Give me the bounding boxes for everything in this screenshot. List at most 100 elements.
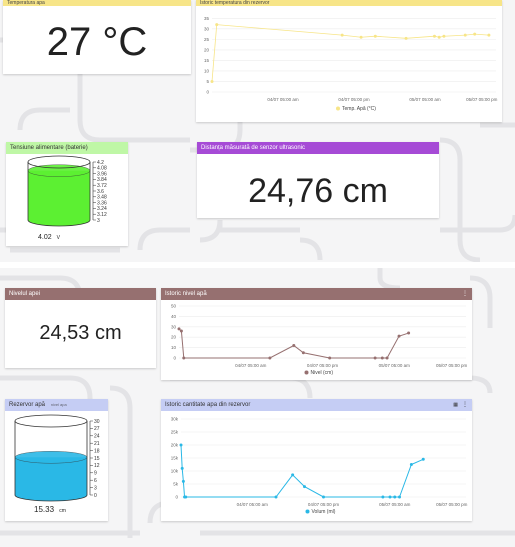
water-level-header: Nivelul apei bbox=[5, 288, 156, 300]
y-tick-label: 5 bbox=[206, 79, 209, 84]
water-level-value: 24,53 cm bbox=[39, 322, 122, 344]
scale-label: 0 bbox=[94, 493, 97, 499]
data-point bbox=[385, 356, 389, 360]
scale-label: 12 bbox=[94, 463, 100, 469]
legend-label: Temp. Apă (°C) bbox=[342, 106, 376, 112]
y-tick-label: 35 bbox=[204, 16, 210, 21]
distance-card: Distanța măsurată de senzor ultrasonic 2… bbox=[197, 142, 439, 218]
data-point bbox=[184, 495, 188, 499]
reservoir-value: 15.33 bbox=[34, 505, 55, 514]
data-point bbox=[268, 356, 272, 360]
y-tick-label: 0 bbox=[175, 495, 178, 500]
scale-label: 21 bbox=[94, 441, 100, 447]
data-point bbox=[407, 331, 411, 335]
tank-rim bbox=[14, 414, 88, 428]
x-tick-label: 04/07 05:00 am bbox=[235, 363, 267, 368]
reservoir-title: Rezervor apă bbox=[9, 402, 46, 408]
tank-fill bbox=[15, 457, 87, 501]
data-point bbox=[437, 35, 441, 39]
y-tick-label: 25 bbox=[204, 37, 210, 42]
scale-label: 15 bbox=[94, 456, 100, 462]
data-point bbox=[409, 463, 413, 466]
battery-value: 4.02 bbox=[38, 234, 52, 241]
tank-rim bbox=[27, 155, 91, 169]
temperature-history-header: Istoric temperatura din rezervor bbox=[196, 0, 502, 6]
x-tick-label: 04/07 05:00 pm bbox=[338, 97, 370, 102]
legend-label: Nivel (cm) bbox=[311, 370, 334, 376]
data-point bbox=[180, 466, 184, 470]
y-tick-label: 5k bbox=[173, 482, 179, 487]
scale-label: 3.12 bbox=[97, 212, 107, 218]
more-options-icon[interactable]: ⋮ bbox=[462, 291, 468, 297]
legend-label: Volum (ml) bbox=[312, 509, 336, 515]
data-point bbox=[388, 495, 392, 499]
data-point bbox=[432, 34, 436, 38]
data-point bbox=[181, 479, 185, 483]
legend-swatch bbox=[304, 370, 309, 375]
volume-history-card: Istoric cantitate apa din rezervor ▦ ⋮ 0… bbox=[161, 399, 472, 521]
more-options-icon[interactable]: ⋮ bbox=[462, 402, 468, 408]
calendar-icon[interactable]: ▦ bbox=[453, 402, 458, 408]
data-point bbox=[210, 79, 214, 83]
temperature-line-chart: 0 5 10 15 20 25 30 35 04/07 05:00 am 04/07 05:00 … bbox=[204, 16, 498, 112]
reservoir-subtitle: nivel apa bbox=[50, 402, 67, 407]
data-point bbox=[182, 356, 186, 360]
data-point bbox=[291, 473, 295, 477]
battery-unit: V bbox=[56, 235, 60, 241]
reservoir-header: Rezervor apă nivel apa bbox=[5, 399, 108, 411]
temperature-card: Temperatura apa 27 °C bbox=[3, 0, 191, 74]
data-point bbox=[421, 457, 425, 461]
scale-label: 3.24 bbox=[97, 206, 107, 212]
level-history-header: Istoric nivel apă ⋮ bbox=[161, 288, 472, 300]
y-tick-label: 10k bbox=[171, 469, 179, 474]
data-point bbox=[328, 356, 332, 360]
reservoir-card: Rezervor apă nivel apa 30 27 24 21 18 15 12 9 6 3… bbox=[5, 399, 108, 521]
scale-label: 3 bbox=[94, 485, 97, 491]
data-point bbox=[463, 33, 467, 37]
water-level-card: Nivelul apei 24,53 cm bbox=[5, 288, 156, 368]
data-point bbox=[322, 495, 325, 499]
y-tick-label: 20 bbox=[204, 47, 210, 52]
scale-label: 3 bbox=[97, 218, 100, 224]
scale-label: 3.72 bbox=[97, 183, 107, 189]
x-tick-label: 04/07 05:00 am bbox=[237, 502, 269, 507]
data-point bbox=[397, 334, 401, 338]
y-tick-label: 30k bbox=[171, 417, 179, 422]
data-point bbox=[292, 344, 296, 348]
scale-label: 4.08 bbox=[97, 166, 107, 172]
y-tick-label: 15 bbox=[204, 58, 210, 63]
level-line-chart: 0 10 20 30 40 50 04/07 05:00 am 04/07 05:00 pm 0… bbox=[171, 304, 468, 377]
data-point bbox=[380, 356, 384, 360]
y-tick-label: 40 bbox=[171, 314, 177, 319]
scale-label: 4.2 bbox=[97, 160, 104, 166]
y-tick-label: 15k bbox=[171, 456, 179, 461]
scale-label: 3.96 bbox=[97, 171, 107, 177]
series-line bbox=[178, 328, 409, 359]
data-point bbox=[179, 329, 183, 333]
x-tick-label: 05/07 05:00 am bbox=[379, 502, 411, 507]
legend-swatch bbox=[305, 509, 310, 514]
x-tick-label: 04/07 05:00 pm bbox=[308, 502, 340, 507]
data-point bbox=[179, 443, 183, 447]
y-tick-label: 30 bbox=[204, 26, 210, 31]
data-point bbox=[442, 34, 446, 38]
data-point bbox=[215, 23, 219, 27]
y-tick-label: 25k bbox=[171, 430, 179, 435]
data-point bbox=[303, 485, 306, 489]
data-point bbox=[301, 351, 305, 355]
x-tick-label: 04/07 05:00 pm bbox=[307, 363, 339, 368]
battery-tank-gauge: 4.24.083.963.843.723.63.483.363.243.123 bbox=[27, 155, 107, 227]
x-tick-label: 05/07 05:00 pm bbox=[466, 97, 498, 102]
x-tick-label: 05/07 05:00 am bbox=[409, 97, 441, 102]
data-point bbox=[274, 495, 278, 499]
scale-label: 3.84 bbox=[97, 177, 107, 183]
y-tick-label: 10 bbox=[171, 345, 177, 350]
data-point bbox=[398, 495, 401, 499]
level-history-title: Istoric nivel apă bbox=[165, 291, 207, 297]
tank-outline bbox=[27, 162, 91, 227]
reservoir-unit: cm bbox=[59, 508, 66, 514]
temperature-value: 27 °C bbox=[46, 20, 148, 64]
data-point bbox=[381, 495, 385, 499]
scale-label: 3.6 bbox=[97, 189, 104, 195]
